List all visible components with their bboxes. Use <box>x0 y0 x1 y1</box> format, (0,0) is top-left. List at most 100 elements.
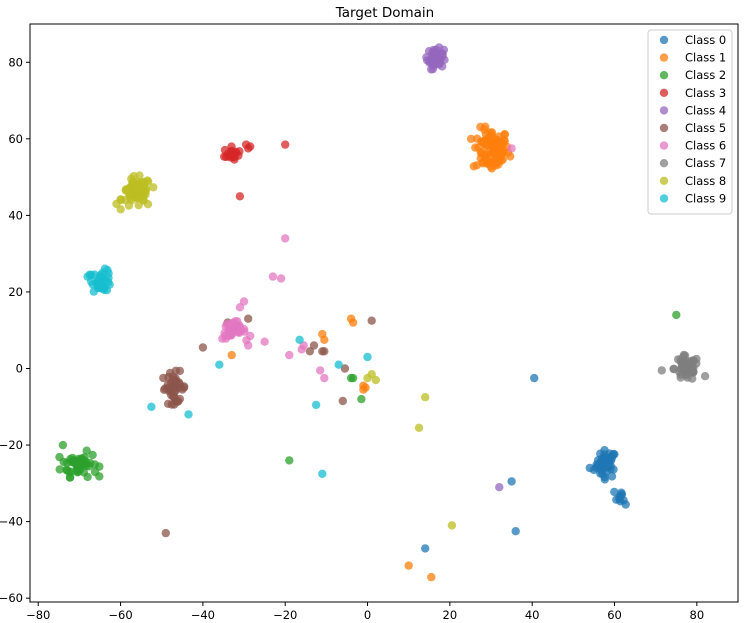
scatter-point <box>338 396 347 406</box>
scatter-point <box>367 370 376 379</box>
scatter-point <box>133 180 143 189</box>
scatter-point <box>424 47 434 56</box>
scatter-point <box>610 487 619 497</box>
scatter-point <box>295 335 304 344</box>
scatter-point <box>173 397 182 406</box>
scatter-point <box>221 322 230 331</box>
legend-marker <box>659 141 669 150</box>
y-tick-label: 40 <box>8 208 23 222</box>
series-8 <box>112 171 457 530</box>
scatter-point <box>447 521 457 530</box>
scatter-point <box>244 341 253 350</box>
scatter-point <box>427 65 436 74</box>
scatter-point <box>161 528 170 538</box>
scatter-point <box>486 146 495 156</box>
y-tick-label: 80 <box>8 55 23 69</box>
scatter-point <box>281 140 290 149</box>
scatter-point <box>610 450 619 459</box>
scatter-point <box>285 456 294 465</box>
scatter-point <box>363 352 372 362</box>
scatter-point <box>511 527 520 536</box>
scatter-point <box>88 450 97 460</box>
series-9 <box>83 264 372 478</box>
scatter-point <box>320 335 329 344</box>
legend-label: Class 2 <box>685 68 726 82</box>
x-tick-label: −60 <box>108 608 132 622</box>
scatter-point <box>215 360 224 369</box>
scatter-point <box>500 130 509 139</box>
scatter-point <box>227 350 236 360</box>
x-tick-label: 20 <box>443 608 458 622</box>
scatter-point <box>495 483 504 492</box>
scatter-point <box>69 456 79 465</box>
scatter-point <box>348 318 358 327</box>
scatter-point <box>58 440 68 450</box>
legend-label: Class 8 <box>685 174 726 188</box>
scatter-point <box>260 337 269 346</box>
scatter-point <box>235 192 245 201</box>
scatter-point <box>171 374 180 383</box>
legend-label: Class 5 <box>685 121 726 135</box>
scatter-point <box>435 55 444 64</box>
series-0 <box>421 373 630 553</box>
scatter-point <box>170 387 179 396</box>
scatter-point <box>276 274 286 283</box>
scatter-point <box>285 350 294 360</box>
scatter-point <box>472 134 482 143</box>
legend-marker <box>659 176 669 185</box>
scatter-point <box>700 372 710 381</box>
scatter-point <box>367 316 376 325</box>
scatter-point <box>427 572 436 582</box>
scatter-point <box>361 383 370 392</box>
scatter-point <box>239 297 249 306</box>
scatter-point <box>320 347 329 356</box>
scatter-point <box>246 142 255 151</box>
scatter-point <box>487 157 497 167</box>
scatter-point <box>198 343 208 352</box>
scatter-point <box>680 366 689 376</box>
scatter-point <box>135 192 144 202</box>
scatter-point <box>268 272 278 281</box>
legend-label: Class 3 <box>685 86 726 100</box>
x-tick-label: 80 <box>690 608 705 622</box>
scatter-point <box>421 393 430 402</box>
scatter-point <box>466 134 476 144</box>
scatter-point <box>607 472 617 481</box>
plot-frame <box>29 23 739 603</box>
legend-marker <box>659 106 669 115</box>
scatter-point <box>619 496 628 505</box>
legend-label: Class 0 <box>685 33 726 47</box>
legend-label: Class 6 <box>685 139 726 153</box>
scatter-point <box>305 347 315 356</box>
y-tick-label: 20 <box>8 285 23 299</box>
series-5 <box>159 314 376 538</box>
scatter-point <box>414 423 424 432</box>
x-axis: −80 −60 −40 −20 0 20 40 60 80 <box>26 602 704 622</box>
scatter-point <box>676 373 685 382</box>
scatter-point <box>82 446 91 455</box>
scatter-point <box>530 373 539 383</box>
scatter-point <box>235 303 245 312</box>
scatter-point <box>657 366 666 375</box>
legend-marker <box>659 194 669 203</box>
scatter-point <box>112 199 121 209</box>
scatter-point <box>246 331 255 341</box>
legend-label: Class 9 <box>685 191 726 205</box>
scatter-point <box>95 472 104 481</box>
scatter-point <box>220 152 229 161</box>
chart-title: Target Domain <box>335 5 434 21</box>
scatter-point <box>472 161 481 170</box>
legend-marker <box>659 53 669 62</box>
scatter-point <box>236 325 245 334</box>
legend-box <box>647 29 733 215</box>
scatter-point <box>311 400 321 410</box>
scatter-point <box>244 314 253 323</box>
scatter-point <box>673 355 683 364</box>
scatter-point <box>507 477 516 486</box>
scatter-point <box>230 152 239 162</box>
scatter-point <box>135 171 144 180</box>
scatter-point <box>478 157 488 167</box>
scatter-point <box>62 458 72 467</box>
series-7 <box>657 350 710 383</box>
series-2 <box>55 310 681 482</box>
